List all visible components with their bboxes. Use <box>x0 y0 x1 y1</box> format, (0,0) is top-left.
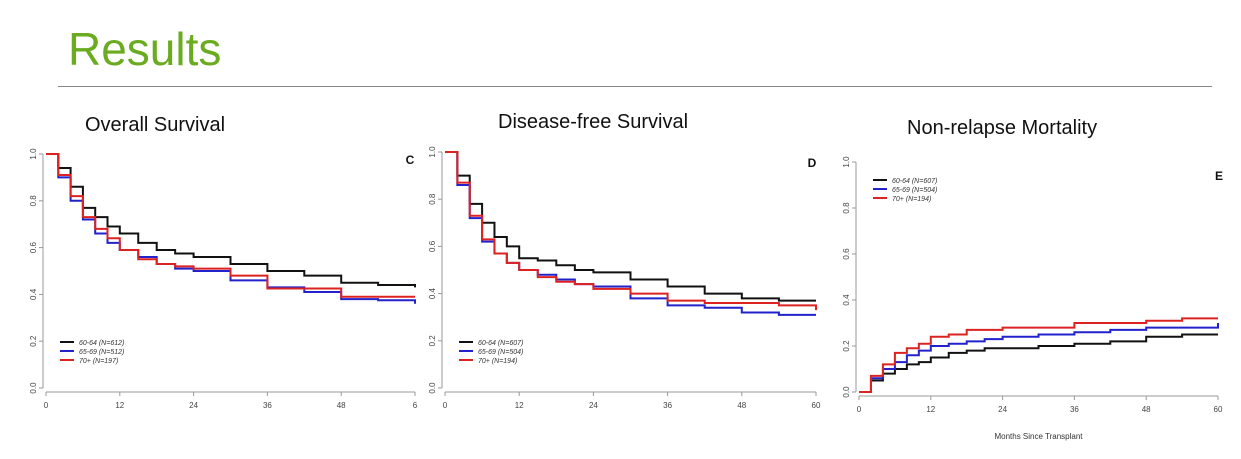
y-tick-label: 1.0 <box>29 148 38 160</box>
x-tick-label: 12 <box>515 401 524 410</box>
panel-label: C <box>406 153 415 167</box>
panel-label: E <box>1215 169 1223 183</box>
y-tick-label: 0.0 <box>29 382 38 394</box>
panel-label: D <box>808 156 817 170</box>
y-tick-label: 0.4 <box>428 287 437 299</box>
x-tick-label: 0 <box>443 401 448 410</box>
legend-label: 70+ (N=197) <box>79 358 118 365</box>
y-tick-label: 0.0 <box>842 386 851 398</box>
y-tick-label: 1.0 <box>842 156 851 168</box>
legend-label: 65-69 (N=504) <box>478 349 523 356</box>
y-tick-label: 0.2 <box>842 340 851 352</box>
legend-label: 60-64 (N=612) <box>79 340 124 347</box>
series-line-0 <box>859 333 1218 393</box>
y-tick-label: 0.0 <box>428 382 437 394</box>
x-axis-label: Months Since Transplant <box>994 432 1083 441</box>
x-tick-label: 48 <box>337 401 346 410</box>
x-tick-label: 24 <box>189 401 198 410</box>
slide-title: Results <box>68 23 222 75</box>
series-line-1 <box>859 323 1219 393</box>
x-tick-label: 12 <box>115 401 124 410</box>
x-tick-label: 36 <box>1070 405 1079 414</box>
title-divider <box>58 86 1212 87</box>
legend-label: 60-64 (N=607) <box>478 340 523 347</box>
y-tick-label: 1.0 <box>428 146 437 158</box>
y-tick-label: 0.8 <box>842 202 851 214</box>
x-tick-label: 36 <box>663 401 672 410</box>
chart-title-overall-survival: Overall Survival <box>85 114 226 136</box>
legend-label: 65-69 (N=504) <box>892 187 937 194</box>
series-line-0 <box>445 151 816 302</box>
x-tick-label: 0 <box>44 401 49 410</box>
chart-title-disease-free-survival: Disease-free Survival <box>498 111 689 133</box>
y-tick-label: 0.4 <box>842 294 851 306</box>
legend-label: 60-64 (N=607) <box>892 178 937 185</box>
x-tick-label: 0 <box>857 405 862 414</box>
x-tick-label: 48 <box>737 401 746 410</box>
series-line-0 <box>46 153 416 288</box>
y-tick-label: 0.8 <box>29 195 38 207</box>
x-tick-label: 6 <box>413 401 418 410</box>
legend-label: 70+ (N=194) <box>478 358 517 365</box>
x-tick-label: 60 <box>812 401 821 410</box>
y-tick-label: 0.2 <box>29 335 38 347</box>
y-tick-label: 0.6 <box>428 240 437 252</box>
x-tick-label: 48 <box>1142 405 1151 414</box>
chart-D: 0 12 24 36 48 60 0.0 0.2 0.4 0.6 0.8 1.0 60-64 (N=60… <box>428 146 821 410</box>
legend-label: 70+ (N=194) <box>892 196 931 203</box>
y-tick-label: 0.6 <box>842 248 851 260</box>
y-tick-label: 0.4 <box>29 288 38 300</box>
x-tick-label: 60 <box>1214 405 1223 414</box>
x-tick-label: 24 <box>589 401 598 410</box>
x-tick-label: 12 <box>926 405 935 414</box>
x-tick-label: 36 <box>263 401 272 410</box>
x-tick-label: 24 <box>998 405 1007 414</box>
chart-C: 0 12 24 36 48 6 0.0 0.2 0.4 0.6 0.8 1.0 60-64 (N=612… <box>29 148 418 410</box>
y-tick-label: 0.8 <box>428 193 437 205</box>
legend-label: 65-69 (N=512) <box>79 349 124 356</box>
y-tick-label: 0.2 <box>428 335 437 347</box>
series-line-2 <box>859 317 1218 393</box>
y-tick-label: 0.6 <box>29 241 38 253</box>
chart-title-non-relapse-mortality: Non-relapse Mortality <box>907 117 1098 139</box>
series-line-2 <box>46 153 415 298</box>
series-line-2 <box>445 151 817 311</box>
chart-E: 0 12 24 36 48 60 0.0 0.2 0.4 0.6 0.8 1.0 60-64 (N=60… <box>842 156 1223 441</box>
